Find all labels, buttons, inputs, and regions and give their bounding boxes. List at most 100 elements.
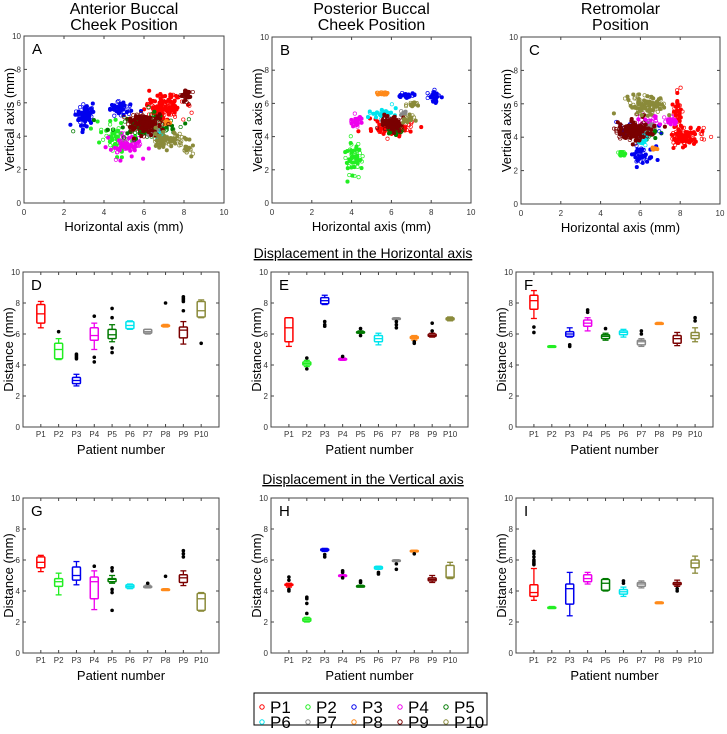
data-point-p2 [619, 149, 624, 155]
data-point-p10 [625, 94, 630, 99]
data-point-p4 [117, 148, 122, 153]
box-p9 [178, 295, 189, 345]
data-point-p3 [111, 105, 116, 110]
data-point-p2 [350, 160, 355, 165]
data-point-p1 [173, 93, 179, 98]
data-point-p4 [351, 124, 356, 129]
x-tick-label: P9 [427, 430, 437, 439]
data-point-p3 [640, 160, 645, 165]
outlier [394, 322, 399, 327]
data-point-p3 [649, 155, 654, 160]
panel-letter: A [32, 41, 42, 58]
outlier [430, 329, 434, 333]
outlier [340, 354, 345, 359]
x-tick-label: P2 [302, 430, 312, 439]
legend-marker-icon [305, 719, 311, 725]
x-tick-label: 8 [678, 209, 683, 218]
data-point-p2 [119, 121, 124, 126]
y-tick-label: 2 [265, 166, 270, 175]
data-point-p3 [644, 158, 649, 163]
data-point-p4 [128, 142, 134, 147]
data-point-p2 [108, 122, 113, 127]
data-point-p4 [658, 122, 663, 127]
x-tick-label: P2 [547, 430, 557, 439]
outlier [358, 326, 363, 331]
x-tick-label: P9 [178, 430, 188, 439]
data-point-p10 [645, 113, 650, 118]
data-point-p9 [391, 122, 396, 127]
x-tick-label: P5 [107, 656, 117, 665]
outlier [532, 325, 536, 329]
x-tick-label: P8 [654, 656, 664, 665]
data-point-p10 [639, 113, 644, 118]
x-tick-label: P10 [688, 430, 703, 439]
data-point-p3 [634, 143, 639, 148]
legend-item-p1: P1 [259, 698, 291, 717]
data-point-p10 [628, 100, 633, 106]
data-point-p3 [432, 91, 437, 96]
data-point-p10 [411, 100, 416, 105]
outlier [394, 319, 399, 324]
data-point-p10 [640, 110, 645, 116]
legend-marker-icon [351, 719, 357, 725]
data-point-p8 [650, 145, 655, 150]
data-point-p9 [143, 115, 148, 120]
x-tick-label: P10 [194, 656, 209, 665]
box-p3 [319, 547, 330, 559]
data-point-p3 [121, 112, 126, 117]
box-iqr [178, 573, 189, 584]
y-tick-label: 6 [264, 556, 269, 565]
box-p6 [373, 565, 384, 576]
data-point-p4 [125, 137, 130, 142]
panel-F: 0 2 4 6 8 10 F Distance (mm) Patient number P1 P2 P… [494, 268, 714, 457]
box-p10 [690, 555, 700, 574]
data-point-p10 [156, 142, 162, 147]
data-point-p1 [670, 102, 675, 107]
data-point-p9 [637, 136, 643, 142]
data-point-p2 [345, 179, 350, 184]
data-point-p1 [683, 129, 688, 135]
data-point-p5 [183, 121, 188, 126]
y-axis-label: Distance (mm) [249, 307, 264, 392]
data-point-p2 [108, 143, 113, 148]
data-point-p10 [165, 135, 170, 140]
box-p5 [355, 326, 366, 338]
data-point-p2 [344, 160, 349, 165]
box-iqr [690, 559, 700, 569]
x-tick-label: P6 [125, 430, 135, 439]
data-point-p5 [133, 130, 138, 135]
box-iqr [672, 334, 682, 345]
y-tick-label: 8 [264, 525, 269, 534]
outlier [92, 314, 97, 318]
outlier [305, 601, 309, 606]
x-tick-label: P1 [36, 656, 46, 665]
data-point-p3 [436, 93, 441, 98]
data-point-p9 [622, 135, 627, 140]
data-point-p6 [373, 115, 379, 120]
data-point-p1 [678, 123, 683, 128]
outlier [675, 586, 679, 591]
x-tick-label: P2 [547, 656, 557, 665]
data-point-p2 [101, 137, 106, 142]
data-point-p2 [621, 149, 626, 155]
y-tick-label: 8 [16, 525, 21, 534]
data-point-p2 [356, 175, 361, 180]
data-point-p2 [354, 153, 360, 158]
outlier [92, 564, 97, 568]
data-point-p1 [688, 125, 693, 130]
data-point-p2 [95, 119, 100, 124]
data-point-p10 [190, 143, 195, 148]
data-point-p10 [153, 125, 158, 130]
data-point-p5 [178, 124, 183, 130]
data-point-p10 [631, 92, 636, 97]
x-tick-label: P4 [583, 430, 593, 439]
data-point-p1 [675, 103, 680, 108]
y-tick-label: 10 [259, 494, 268, 503]
legend-marker-icon [397, 719, 403, 725]
data-point-p6 [374, 110, 380, 115]
x-axis-label: Patient number [570, 668, 659, 683]
legend-label: P8 [362, 713, 383, 732]
data-point-p2 [115, 134, 121, 139]
y-tick-label: 4 [264, 361, 269, 370]
data-point-p9 [134, 118, 139, 123]
